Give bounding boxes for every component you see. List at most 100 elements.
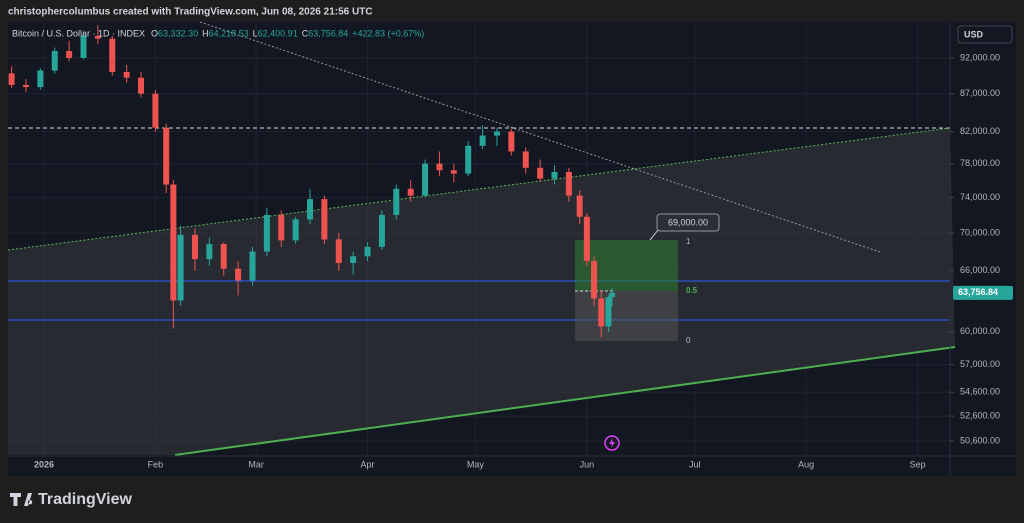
candle-body [8,73,15,85]
candle-body [422,163,429,196]
legend: Bitcoin / U.S. Dollar · 1D · INDEX O 63,33… [12,28,424,38]
legend-value: 62,400.91 [258,28,298,38]
fib-label: 0.5 [686,286,698,295]
y-tick-label: 70,000.00 [960,227,1000,237]
target-zone [575,240,678,291]
candle-body [109,38,116,72]
candle-body [565,171,572,196]
candle-body [364,246,371,257]
candle-body [583,216,590,262]
channel-fill [8,128,955,455]
legend-prefix: O [151,28,158,38]
candle-body [80,35,87,58]
candle-body [605,297,612,327]
candle-body [123,71,130,78]
candle-body [292,219,299,241]
x-tick-label: Sep [910,459,926,469]
candle-body [522,151,529,168]
currency-box[interactable] [957,25,1013,44]
candle-body [263,214,270,252]
legend-prefix: C [302,28,309,38]
candle-body [37,70,44,88]
candle-body [450,170,457,174]
callout-pointer [649,229,659,241]
x-tick-label: 2026 [34,459,54,469]
candle-body [598,298,605,327]
y-tick-label: 54,600.00 [960,387,1000,397]
y-tick-label: 82,000.00 [960,126,1000,136]
x-tick-label: Aug [798,459,814,469]
candle-body [393,188,400,215]
candle-body [465,145,472,174]
callout-text: 69,000.00 [668,217,708,227]
brand-logo: TradingView [10,491,133,508]
candle-body [350,256,357,263]
y-tick-label: 74,000.00 [960,192,1000,202]
y-tick-label: 52,600.00 [960,410,1000,420]
candle-body [479,135,486,146]
candle-body [609,292,616,298]
candle-body [170,184,177,301]
candle-body [66,50,73,58]
candle-body [321,199,328,240]
y-tick-label: 87,000.00 [960,88,1000,98]
candle-body [591,261,598,299]
legend-prefix: H [202,28,209,38]
stop-zone [575,291,678,341]
candle-body [436,163,443,171]
fib-label: 0 [686,336,691,345]
x-tick-label: Apr [361,459,375,469]
candles [8,25,616,338]
last-price: 63,756.84 [958,287,998,297]
candle-body [191,234,198,260]
candle-body [508,131,515,152]
drawings: 69,000.00 1 0.5 0 [7,21,956,456]
candle-body [163,127,170,185]
currency: USD [964,29,984,39]
x-tick-label: Mar [248,459,264,469]
y-tick-label: 57,000.00 [960,359,1000,369]
y-tick-label: 92,000.00 [960,52,1000,62]
candle-body [537,167,544,179]
candle-body [378,214,385,247]
candle-body [220,244,227,269]
fib-label: 1 [686,237,691,246]
legend-value: 63,332.30 [158,28,198,38]
event-icon[interactable] [604,435,620,451]
legend-prefix: L [253,28,258,38]
legend-value: 63,756.84 [308,28,348,38]
callout [656,213,720,232]
x-tick-label: Feb [148,459,164,469]
candle-body [493,131,500,136]
x-tick-label: Jun [580,459,595,469]
brand: TradingView [38,491,133,508]
candle-body [576,195,583,217]
candle-body [278,214,285,241]
candle-body [177,234,184,301]
legend-change: +422.83 (+0.67%) [352,28,424,38]
y-tick-label: 60,000.00 [960,326,1000,336]
last-price-box [953,285,1013,300]
candle-body [51,50,58,71]
y-tick-label: 50,600.00 [960,435,1000,445]
candle-body [307,199,314,220]
channel-lower [174,346,956,456]
candle-body [22,84,29,88]
candle-body [249,251,256,281]
y-tick-label: 66,000.00 [960,265,1000,275]
candle-body [235,268,242,281]
candle-body [335,239,342,263]
candle-body [407,188,414,196]
candle-body [206,244,213,260]
candle-body [138,77,145,94]
logo-mark [10,493,33,506]
x-tick-label: May [467,459,485,469]
x-tick-label: Jul [689,459,701,469]
y-tick-label: 78,000.00 [960,158,1000,168]
legend-symbol: Bitcoin / U.S. Dollar · 1D · INDEX [12,28,145,38]
candle-body [152,93,159,128]
candle-body [94,35,101,39]
candle-body [551,171,558,179]
